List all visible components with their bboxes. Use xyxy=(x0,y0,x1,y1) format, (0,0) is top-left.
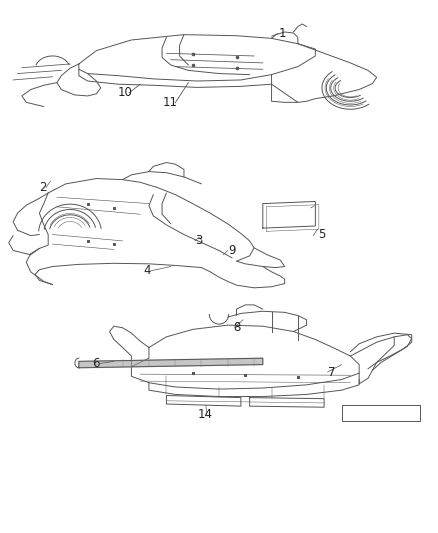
Text: 6: 6 xyxy=(92,357,100,370)
Polygon shape xyxy=(79,358,263,368)
Text: 11: 11 xyxy=(162,96,177,109)
Text: 14: 14 xyxy=(198,408,212,421)
Text: 8: 8 xyxy=(233,321,240,334)
Text: 1: 1 xyxy=(279,27,286,39)
Text: 3: 3 xyxy=(196,235,203,247)
Text: 4: 4 xyxy=(143,264,151,277)
Text: 9: 9 xyxy=(228,244,236,257)
Text: 5: 5 xyxy=(318,228,325,241)
Text: 10: 10 xyxy=(117,86,132,99)
Text: 2: 2 xyxy=(39,181,47,194)
Text: 7: 7 xyxy=(328,366,336,378)
